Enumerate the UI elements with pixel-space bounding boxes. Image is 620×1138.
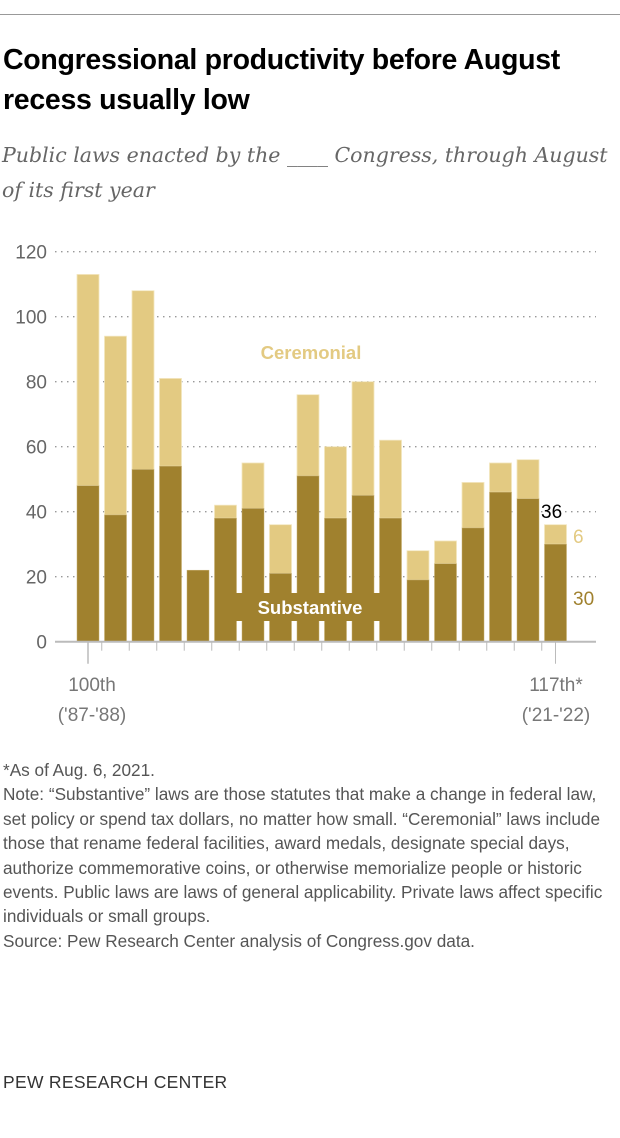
x-label-first-years: ('87-'88) <box>58 705 127 726</box>
substantive-label-bg <box>236 593 382 621</box>
bar-ceremonial <box>214 504 237 519</box>
bar-substantive <box>159 465 182 642</box>
chart-title: Congressional productivity before August… <box>3 44 560 116</box>
notes: *As of Aug. 6, 2021. Note: “Substantive”… <box>3 758 618 953</box>
x-label-first: 100th <box>68 675 116 696</box>
y-tick-label: 0 <box>36 633 47 654</box>
bar-ceremonial <box>131 290 155 470</box>
bar-ceremonial <box>461 482 485 529</box>
bar-ceremonial <box>434 540 457 565</box>
bar-ceremonial <box>241 462 265 509</box>
legend-substantive: Substantive <box>258 597 363 618</box>
bar-substantive <box>131 469 155 642</box>
bar-ceremonial <box>489 462 512 493</box>
source-text: Source: Pew Research Center analysis of … <box>3 930 475 951</box>
bar-substantive <box>489 491 512 642</box>
bar-substantive <box>186 569 210 642</box>
top-rule <box>0 14 620 15</box>
bar-ceremonial <box>324 446 347 519</box>
bar-substantive <box>241 508 265 642</box>
chart-subtitle: Public laws enacted by the ____ Congress… <box>2 143 608 202</box>
bar-substantive <box>434 563 457 642</box>
x-label-last-years: ('21-'22) <box>522 705 591 726</box>
y-tick-label: 40 <box>26 503 47 524</box>
y-tick-label: 100 <box>15 308 47 329</box>
y-tick-label: 120 <box>15 243 47 264</box>
bar-substantive <box>379 517 402 642</box>
bar-chart: 0 20 40 60 80 100 120 Substantive Ceremonial 36 6 3… <box>15 243 596 726</box>
x-label-last: 117th* <box>529 675 583 696</box>
footnote: *As of Aug. 6, 2021. <box>3 760 155 780</box>
y-tick-label: 20 <box>26 568 47 589</box>
bar-substantive <box>324 517 347 642</box>
note-text: Note: “Substantive” laws are those statu… <box>3 784 603 927</box>
bar-substantive <box>461 527 485 642</box>
y-tick-label: 80 <box>26 373 47 394</box>
brand-logo-text: PEW RESEARCH CENTER <box>3 1072 228 1092</box>
bar-substantive <box>104 514 127 642</box>
bar-substantive <box>214 517 237 642</box>
bar-ceremonial <box>379 439 402 519</box>
bar-ceremonial <box>351 381 375 496</box>
bar-ceremonial <box>406 550 430 581</box>
bar-substantive <box>406 579 430 642</box>
bar-ceremonial <box>104 335 127 516</box>
bar-ceremonial <box>544 524 567 545</box>
bar-ceremonial <box>516 459 540 500</box>
bar-ceremonial <box>296 394 320 477</box>
data-label-total: 36 <box>541 502 562 523</box>
bar-substantive <box>544 543 567 642</box>
bar-substantive <box>516 498 540 642</box>
bar-ceremonial <box>76 274 100 487</box>
data-label-substantive: 30 <box>573 589 594 610</box>
legend-ceremonial: Ceremonial <box>261 342 362 363</box>
bar-ceremonial <box>269 524 292 574</box>
bar-substantive <box>76 485 100 642</box>
bar-ceremonial <box>159 378 182 467</box>
data-label-ceremonial: 6 <box>573 527 584 548</box>
y-tick-label: 60 <box>26 438 47 459</box>
